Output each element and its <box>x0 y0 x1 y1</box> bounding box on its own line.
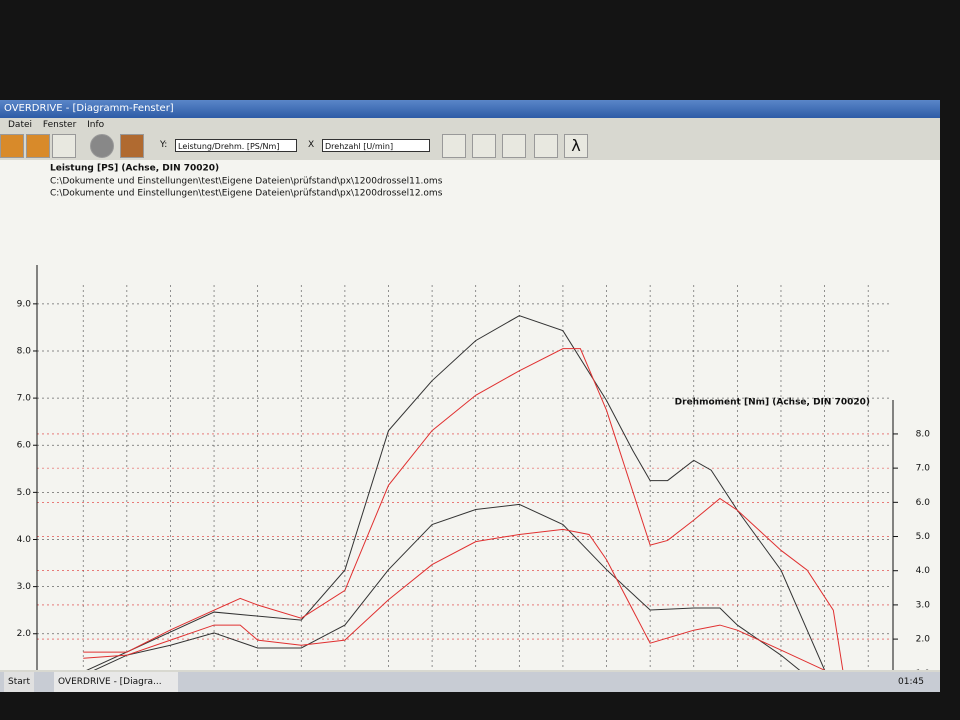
window-title: OVERDRIVE - [Diagramm-Fenster] <box>4 103 174 114</box>
save-button[interactable] <box>26 134 50 158</box>
y2-title: Drehmoment [Nm] (Achse, DIN 70020) <box>675 398 870 408</box>
y-tick-label: 9.0 <box>17 299 32 309</box>
y2-tick-label: 6.0 <box>916 498 931 508</box>
lambda-button[interactable]: λ <box>564 134 588 158</box>
y2-tick-label: 2.0 <box>916 635 931 645</box>
y2-tick-label: 5.0 <box>916 532 931 542</box>
y2-tick-label: 3.0 <box>916 600 931 610</box>
menu-item[interactable]: Info <box>87 120 105 130</box>
toolbar: Y: Leistung/Drehm. [PS/Nm] X Drehzahl [U… <box>0 132 940 160</box>
title-bar: OVERDRIVE - [Diagramm-Fenster] <box>0 100 940 118</box>
y-tick-label: 6.0 <box>17 441 32 451</box>
torque-line <box>93 503 801 670</box>
start-button[interactable]: Start <box>4 672 34 692</box>
screen: OVERDRIVE - [Diagramm-Fenster] Datei Fen… <box>0 100 940 692</box>
task-button[interactable]: OVERDRIVE - [Diagra... <box>54 672 178 692</box>
power-line <box>83 348 844 670</box>
gauge-button[interactable] <box>90 134 114 158</box>
x-select[interactable]: Drehzahl [U/min] <box>322 139 430 152</box>
chart-title: Leistung [PS] (Achse, DIN 70020) <box>50 164 219 174</box>
legend-entry: C:\Dokumente und Einstellungen\test\Eige… <box>50 177 443 187</box>
y-tick-label: 8.0 <box>17 346 32 356</box>
y2-tick-label: 8.0 <box>916 429 931 439</box>
menu-item[interactable]: Fenster <box>42 120 77 130</box>
taskbar: Start OVERDRIVE - [Diagra... 01:45 <box>0 672 940 692</box>
edit-button[interactable] <box>502 134 526 158</box>
legend-entry: C:\Dokumente und Einstellungen\test\Eige… <box>50 189 443 199</box>
menu-item[interactable]: Datei <box>8 120 33 130</box>
y-tick-label: 2.0 <box>17 629 32 639</box>
tool-button[interactable] <box>120 134 144 158</box>
open-button[interactable] <box>0 134 24 158</box>
y-tick-label: 3.0 <box>17 582 32 592</box>
y2-tick-label: 7.0 <box>916 464 931 474</box>
y-select[interactable]: Leistung/Drehm. [PS/Nm] <box>175 139 297 152</box>
zoom-button[interactable] <box>442 134 466 158</box>
menu-bar: Datei Fenster Info <box>0 118 940 132</box>
chart-button[interactable] <box>472 134 496 158</box>
y2-tick-label: 4.0 <box>916 566 931 576</box>
chart: 5000550060006500700075008000850090009500… <box>0 160 940 670</box>
clock: 01:45 <box>898 677 924 687</box>
y-label: Y: <box>160 140 168 150</box>
x-label: X <box>308 140 315 150</box>
print-button[interactable] <box>52 134 76 158</box>
y2-tick-label: 1.0 <box>916 669 931 670</box>
torque-line <box>83 528 826 670</box>
plot-background <box>0 160 940 670</box>
y-tick-label: 5.0 <box>17 488 32 498</box>
pen-button[interactable] <box>534 134 558 158</box>
y-tick-label: 7.0 <box>17 394 32 404</box>
y-tick-label: 4.0 <box>17 535 32 545</box>
